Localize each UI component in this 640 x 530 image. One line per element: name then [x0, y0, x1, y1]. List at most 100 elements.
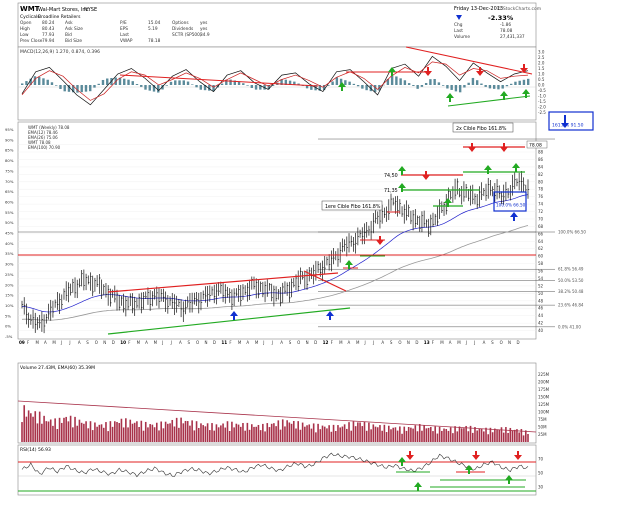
price-tick-label: 40 — [538, 328, 544, 333]
volume-bar — [41, 423, 43, 442]
volume-bar — [60, 422, 63, 442]
macd-histogram-bar — [50, 82, 54, 85]
volume-bar — [49, 419, 52, 442]
month-label: N — [306, 340, 309, 345]
month-label: O — [95, 340, 98, 345]
macd-line — [21, 55, 529, 106]
volume-bar — [328, 425, 330, 442]
month-label: M — [35, 340, 39, 345]
macd-histogram-bar — [488, 85, 492, 89]
box-upper-label: 161.8% 91.50 — [552, 123, 584, 129]
macd-tick-label: -1.0 — [538, 94, 546, 99]
volume-bar — [370, 429, 372, 442]
down-arrow-icon — [456, 15, 462, 20]
month-label: N — [204, 340, 207, 345]
volume-tick-label: 125M — [538, 402, 550, 407]
month-label: F — [128, 340, 131, 345]
month-label: J — [68, 340, 70, 345]
macd-histogram-bar — [29, 78, 32, 85]
volume-bar — [434, 426, 436, 442]
volume-bar — [511, 430, 514, 442]
month-label: A — [246, 340, 249, 345]
month-label: M — [339, 340, 343, 345]
volume-bar — [125, 418, 127, 442]
volume-bar — [270, 423, 273, 442]
volume-bar — [471, 432, 474, 442]
box-lower-label: 100.0% 66.50 — [496, 203, 526, 208]
percent-axis-label: 70% — [5, 179, 14, 184]
volume-bar — [89, 421, 92, 442]
blue-up-arrow-icon — [510, 212, 518, 221]
volume-bar — [209, 430, 211, 442]
macd-histogram-bar — [344, 80, 347, 85]
macd-histogram-bar — [55, 85, 58, 86]
volume-bar — [332, 424, 335, 442]
stat-label: Last — [120, 32, 129, 38]
volume-bar — [432, 431, 434, 442]
volume-bar — [524, 430, 527, 442]
macd-histogram-bar — [492, 85, 496, 89]
volume-bar — [363, 421, 366, 442]
stat-label: Low — [20, 32, 29, 38]
month-label: N — [508, 340, 511, 345]
macd-histogram-bar — [403, 80, 407, 85]
percent-axis-label: 80% — [5, 158, 14, 163]
price-tick-label: 80 — [538, 179, 544, 184]
stat-value: 15.04 — [148, 20, 161, 26]
price-tick-label: 42 — [538, 321, 544, 326]
green-arrow-icon — [444, 198, 452, 207]
volume-bar — [361, 426, 364, 442]
percent-axis-label: 95% — [5, 127, 14, 132]
volume-bar — [213, 430, 216, 442]
volume-bar — [520, 428, 523, 442]
month-label: N — [103, 340, 106, 345]
fib-level-label: 61.8% 56.49 — [558, 267, 584, 272]
macd-histogram-bar — [395, 76, 398, 85]
volume-bar — [56, 429, 59, 442]
volume-bar — [518, 432, 520, 442]
volume-tick-label: 50M — [538, 425, 547, 430]
volume-bar — [257, 424, 260, 442]
macd-histogram-bar — [467, 82, 470, 85]
macd-histogram-bar — [348, 81, 351, 85]
price-tick-label: 46 — [538, 306, 544, 311]
volume-bar — [151, 424, 154, 442]
volume-bar — [43, 415, 45, 442]
rsi-tick-label: 50 — [538, 471, 544, 476]
month-label: M — [154, 340, 158, 345]
volume-bar — [34, 411, 37, 442]
volume-bar — [116, 421, 118, 442]
rsi-green-arrow-icon — [465, 465, 473, 474]
month-label: M — [457, 340, 461, 345]
month-label: M — [440, 340, 444, 345]
volume-bar — [107, 431, 109, 442]
volume-bar — [292, 420, 295, 442]
volume-bar — [195, 421, 198, 442]
fibo-2x-label: 2x Cible Fibo 161.8% — [456, 126, 507, 132]
volume-bar — [25, 416, 28, 442]
macd-histogram-bar — [76, 85, 79, 93]
macd-histogram-bar — [318, 85, 322, 91]
rsi-green-arrow-icon — [398, 457, 406, 466]
volume-bar — [416, 431, 419, 442]
volume-bar — [421, 430, 423, 442]
green-arrow-icon — [345, 260, 353, 269]
percent-axis-label: 25% — [5, 272, 14, 277]
volume-bar — [359, 422, 361, 442]
macd-histogram-bar — [169, 81, 173, 85]
volume-bar — [396, 430, 399, 442]
month-label: S — [289, 340, 292, 345]
volume-bar — [175, 417, 178, 442]
macd-histogram-bar — [118, 77, 122, 85]
macd-histogram-bar — [527, 78, 530, 85]
volume-bar — [21, 422, 23, 442]
volume-bar — [401, 433, 403, 442]
volume-bar — [136, 421, 138, 442]
percent-axis-label: 85% — [5, 148, 14, 153]
volume-bar — [449, 427, 452, 442]
fib-level-label: 100.0% 66.50 — [558, 230, 586, 235]
month-label: J — [161, 340, 163, 345]
volume-bar — [392, 427, 395, 442]
volume-bar — [78, 419, 81, 442]
stat-label: Dividends — [172, 26, 194, 32]
